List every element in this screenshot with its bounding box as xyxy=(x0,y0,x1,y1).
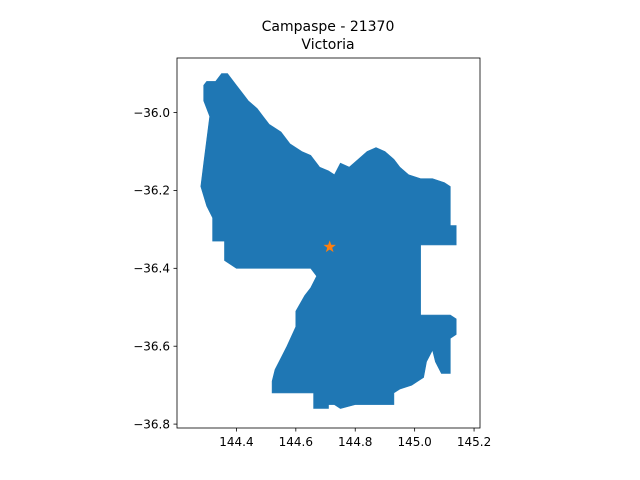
chart-subtitle: Victoria xyxy=(301,37,354,53)
y-tick-label: −36.8 xyxy=(133,417,170,431)
chart-title: Campaspe - 21370 xyxy=(262,19,395,35)
x-tick-label: 144.8 xyxy=(338,435,372,449)
y-tick-label: −36.6 xyxy=(133,340,170,354)
y-tick-label: −36.2 xyxy=(133,184,170,198)
location-star-marker xyxy=(323,240,336,253)
x-tick-label: 145.0 xyxy=(397,435,431,449)
region-layer xyxy=(200,73,457,409)
y-tick-label: −36.4 xyxy=(133,262,170,276)
region-polygon xyxy=(200,73,457,409)
x-axis: 144.4 144.6 144.8 145.0 145.2 xyxy=(219,428,491,449)
marker-layer xyxy=(323,240,336,253)
x-tick-label: 144.4 xyxy=(219,435,253,449)
x-tick-label: 145.2 xyxy=(457,435,491,449)
y-axis: −36.0 −36.2 −36.4 −36.6 −36.8 xyxy=(133,106,177,431)
x-tick-label: 144.6 xyxy=(279,435,313,449)
axes-frame xyxy=(176,57,481,429)
y-tick-label: −36.0 xyxy=(133,106,170,120)
